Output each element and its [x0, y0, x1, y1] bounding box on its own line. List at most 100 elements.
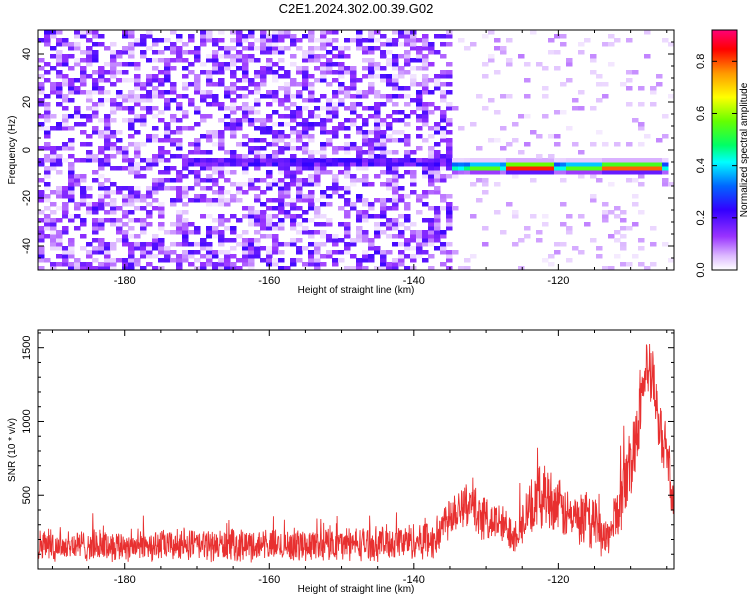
heatmap-cell — [344, 150, 351, 155]
heatmap-cell — [602, 218, 609, 223]
heatmap-cell — [230, 262, 237, 267]
heatmap-cell — [422, 46, 429, 51]
heatmap-cell — [146, 46, 153, 51]
heatmap-cell — [392, 258, 399, 263]
heatmap-cell — [350, 38, 357, 43]
heatmap-cell — [308, 94, 315, 99]
heatmap-cell — [80, 114, 87, 119]
heatmap-cell — [230, 194, 237, 199]
heatmap-cell — [626, 226, 633, 231]
heatmap-cell — [320, 142, 327, 147]
heatmap-cell — [482, 158, 489, 163]
heatmap-cell — [284, 34, 291, 39]
heatmap-cell — [644, 266, 651, 271]
heatmap-cell — [572, 162, 579, 167]
heatmap-cell — [494, 170, 501, 175]
heatmap-cell — [110, 190, 117, 195]
heatmap-cell — [98, 74, 105, 79]
heatmap-cell — [338, 250, 345, 255]
heatmap-cell — [116, 62, 123, 67]
heatmap-cell — [38, 126, 45, 131]
heatmap-cell — [440, 262, 447, 267]
heatmap-cell — [38, 190, 45, 195]
heatmap-cell — [542, 162, 549, 167]
heatmap-cell — [206, 178, 213, 183]
heatmap-cell — [434, 222, 441, 227]
heatmap-cell — [260, 146, 267, 151]
heatmap-cell — [446, 150, 453, 155]
heatmap-cell — [212, 266, 219, 271]
heatmap-cell — [248, 266, 255, 271]
heatmap-cell — [434, 238, 441, 243]
heatmap-cell — [44, 166, 51, 171]
heatmap-cell — [56, 158, 63, 163]
heatmap-cell — [236, 126, 243, 131]
heatmap-cell — [446, 146, 453, 151]
heatmap-cell — [50, 190, 57, 195]
heatmap-cell — [122, 258, 129, 263]
heatmap-cell — [380, 74, 387, 79]
heatmap-cell — [206, 30, 213, 35]
heatmap-cell — [56, 246, 63, 251]
heatmap-cell — [104, 210, 111, 215]
heatmap-cell — [512, 170, 519, 175]
heatmap-cell — [224, 46, 231, 51]
heatmap-cell — [206, 226, 213, 231]
heatmap-cell — [230, 162, 237, 167]
heatmap-cell — [248, 210, 255, 215]
heatmap-cell — [194, 158, 201, 163]
heatmap-cell — [458, 162, 465, 167]
heatmap-cell — [98, 98, 105, 103]
heatmap-cell — [272, 74, 279, 79]
heatmap-cell — [86, 262, 93, 267]
heatmap-cell — [506, 170, 513, 175]
heatmap-cell — [284, 166, 291, 171]
heatmap-cell — [290, 118, 297, 123]
heatmap-cell — [206, 242, 213, 247]
heatmap-cell — [446, 210, 453, 215]
heatmap-cell — [44, 198, 51, 203]
heatmap-cell — [272, 246, 279, 251]
heatmap-cell — [164, 186, 171, 191]
heatmap-cell — [314, 106, 321, 111]
heatmap-cell — [62, 210, 69, 215]
heatmap-cell — [86, 206, 93, 211]
heatmap-cell — [662, 166, 669, 171]
heatmap-cell — [56, 90, 63, 95]
heatmap-cell — [314, 230, 321, 235]
heatmap-cell — [218, 194, 225, 199]
heatmap-cell — [134, 130, 141, 135]
heatmap-cell — [434, 126, 441, 131]
heatmap-cell — [176, 258, 183, 263]
heatmap-cell — [368, 58, 375, 63]
heatmap-cell — [344, 198, 351, 203]
heatmap-cell — [302, 118, 309, 123]
heatmap-cell — [188, 98, 195, 103]
heatmap-cell — [284, 174, 291, 179]
heatmap-cell — [116, 166, 123, 171]
heatmap-cell — [326, 118, 333, 123]
heatmap-cell — [146, 214, 153, 219]
heatmap-cell — [50, 114, 57, 119]
heatmap-cell — [230, 58, 237, 63]
heatmap-cell — [524, 162, 531, 167]
heatmap-cell — [68, 174, 75, 179]
heatmap-cell — [338, 46, 345, 51]
heatmap-cell — [596, 254, 603, 259]
heatmap-cell — [98, 162, 105, 167]
heatmap-cell — [62, 214, 69, 219]
heatmap-cell — [272, 34, 279, 39]
heatmap-cell — [356, 126, 363, 131]
heatmap-cell — [104, 246, 111, 251]
heatmap-cell — [68, 42, 75, 47]
x-tick-label: -180 — [114, 574, 136, 586]
heatmap-cell — [512, 162, 519, 167]
heatmap-cell — [596, 170, 603, 175]
heatmap-cell — [182, 254, 189, 259]
heatmap-cell — [182, 222, 189, 227]
heatmap-cell — [242, 258, 249, 263]
heatmap-cell — [86, 150, 93, 155]
heatmap-cell — [500, 94, 507, 99]
heatmap-cell — [128, 250, 135, 255]
heatmap-cell — [242, 170, 249, 175]
